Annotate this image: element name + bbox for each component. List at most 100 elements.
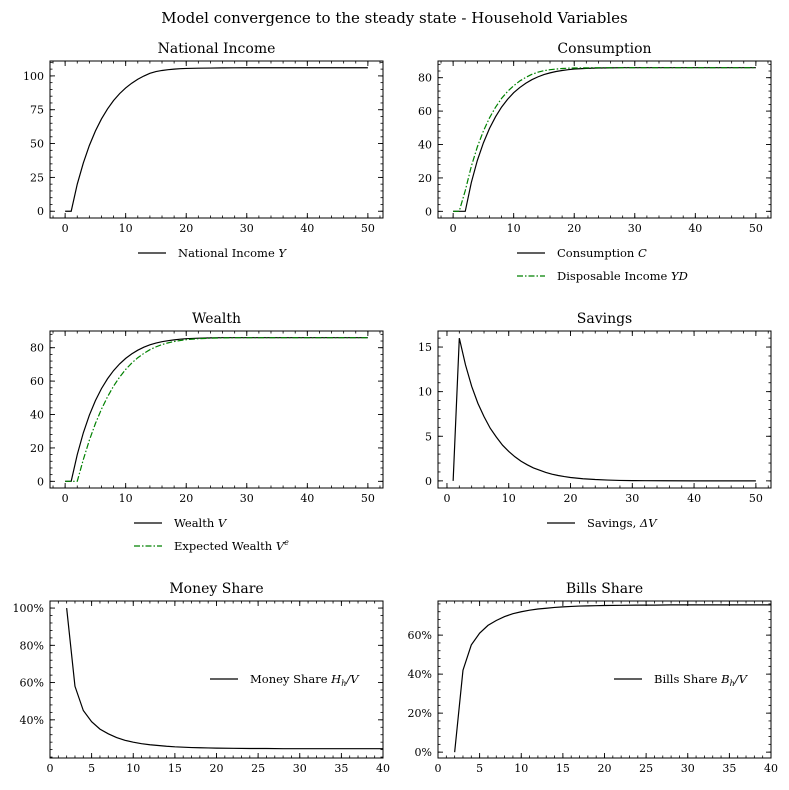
legend-label: National Income Y — [178, 246, 287, 260]
y-tick-label: 60% — [408, 629, 432, 642]
x-tick-label: 50 — [361, 222, 375, 235]
x-tick-label: 10 — [502, 492, 516, 505]
y-tick-label: 40 — [30, 409, 44, 422]
legend-label: Expected Wealth Ve — [174, 538, 289, 553]
y-tick-label: 0 — [37, 205, 44, 218]
y-tick-label: 50 — [30, 138, 44, 151]
x-tick-label: 0 — [450, 222, 457, 235]
y-tick-label: 20 — [30, 442, 44, 455]
series-line-1 — [452, 338, 756, 482]
x-tick-label: 25 — [251, 762, 265, 775]
x-tick-label: 20 — [598, 762, 612, 775]
x-tick-label: 20 — [179, 222, 193, 235]
x-tick-label: 20 — [179, 492, 193, 505]
x-tick-label: 0 — [435, 762, 442, 775]
x-tick-label: 20 — [564, 492, 578, 505]
x-tick-label: 15 — [168, 762, 182, 775]
x-tick-label: 0 — [47, 762, 54, 775]
x-tick-label: 40 — [688, 222, 702, 235]
series-line-1 — [454, 604, 771, 753]
series-line-1 — [66, 608, 383, 750]
figure-suptitle: Model convergence to the steady state - … — [161, 9, 627, 27]
x-tick-label: 20 — [210, 762, 224, 775]
x-tick-label: 5 — [88, 762, 95, 775]
panel-title: Savings — [577, 311, 633, 327]
x-tick-label: 40 — [376, 762, 390, 775]
x-tick-label: 40 — [300, 222, 314, 235]
x-tick-label: 30 — [293, 762, 307, 775]
plot-frame — [49, 60, 384, 219]
y-tick-label: 20 — [418, 172, 432, 185]
y-tick-label: 100% — [13, 602, 44, 615]
x-tick-label: 50 — [361, 492, 375, 505]
y-tick-label: 0 — [37, 475, 44, 488]
y-tick-label: 60 — [30, 375, 44, 388]
x-tick-label: 35 — [334, 762, 348, 775]
panel-title: Wealth — [192, 311, 241, 327]
x-tick-label: 50 — [749, 222, 763, 235]
x-tick-label: 10 — [126, 762, 140, 775]
plot-frame — [437, 330, 772, 489]
y-tick-label: 15 — [418, 341, 432, 354]
series-line-1 — [453, 67, 756, 212]
y-tick-label: 40 — [418, 139, 432, 152]
panel-5: Money Share 0 5 10 15 20 25 30 35 40 40% 60% 80% 100%… — [13, 581, 390, 775]
panel-3: Wealth 0 10 20 30 40 50 0 20 40 60 80 Wealth V Expect… — [30, 311, 384, 553]
y-tick-label: 75 — [30, 104, 44, 117]
panel-title: Money Share — [169, 581, 263, 597]
x-tick-label: 15 — [556, 762, 570, 775]
x-tick-label: 30 — [240, 492, 254, 505]
y-tick-label: 5 — [425, 430, 432, 443]
x-tick-label: 5 — [476, 762, 483, 775]
x-tick-label: 25 — [639, 762, 653, 775]
legend-label: Bills Share Bh/V — [654, 672, 749, 688]
x-tick-label: 40 — [300, 492, 314, 505]
x-tick-label: 10 — [507, 222, 521, 235]
legend-label: Consumption C — [557, 246, 647, 260]
y-tick-label: 20% — [408, 707, 432, 720]
y-tick-label: 80 — [30, 342, 44, 355]
x-tick-label: 10 — [119, 492, 133, 505]
x-tick-label: 30 — [625, 492, 639, 505]
y-tick-label: 0 — [425, 475, 432, 488]
x-tick-label: 50 — [749, 492, 763, 505]
y-tick-label: 40% — [408, 668, 432, 681]
y-tick-label: 80 — [418, 72, 432, 85]
plot-frame — [437, 600, 772, 759]
x-tick-label: 0 — [62, 222, 69, 235]
panel-title: Consumption — [557, 41, 651, 57]
panel-title: National Income — [158, 41, 276, 57]
panel-title: Bills Share — [566, 581, 643, 597]
series-line-2 — [453, 67, 756, 212]
y-tick-label: 60 — [418, 105, 432, 118]
panel-6: Bills Share 0 5 10 15 20 25 30 35 40 0% 20% 40% 60% Bi… — [408, 581, 778, 775]
y-tick-label: 0 — [425, 205, 432, 218]
series-line-2 — [65, 337, 368, 482]
legend-label: Savings, ΔV — [587, 516, 658, 530]
y-tick-label: 0% — [415, 746, 432, 759]
panel-4: Savings 0 10 20 30 40 50 0 5 10 15 Savings, ΔV — [418, 311, 772, 530]
x-tick-label: 30 — [240, 222, 254, 235]
x-tick-label: 20 — [567, 222, 581, 235]
legend-label: Wealth V — [174, 516, 228, 530]
panel-1: National Income 0 10 20 30 40 50 0 25 50 75 100 Nati… — [23, 41, 384, 260]
legend-label: Money Share Hh/V — [250, 672, 360, 688]
x-tick-label: 10 — [119, 222, 133, 235]
x-tick-label: 30 — [628, 222, 642, 235]
y-tick-label: 10 — [418, 386, 432, 399]
plot-frame — [49, 330, 384, 489]
y-tick-label: 40% — [20, 714, 44, 727]
x-tick-label: 10 — [514, 762, 528, 775]
plot-frame — [49, 600, 384, 759]
x-tick-label: 35 — [722, 762, 736, 775]
x-tick-label: 0 — [62, 492, 69, 505]
plot-frame — [437, 60, 772, 219]
y-tick-label: 100 — [23, 70, 44, 83]
y-tick-label: 80% — [20, 639, 44, 652]
panel-2: Consumption 0 10 20 30 40 50 0 20 40 60 80 Consumpti… — [418, 41, 772, 283]
x-tick-label: 0 — [443, 492, 450, 505]
x-tick-label: 30 — [681, 762, 695, 775]
